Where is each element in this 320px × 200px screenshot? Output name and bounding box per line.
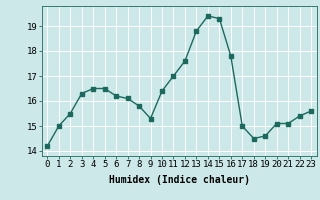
X-axis label: Humidex (Indice chaleur): Humidex (Indice chaleur) (109, 175, 250, 185)
